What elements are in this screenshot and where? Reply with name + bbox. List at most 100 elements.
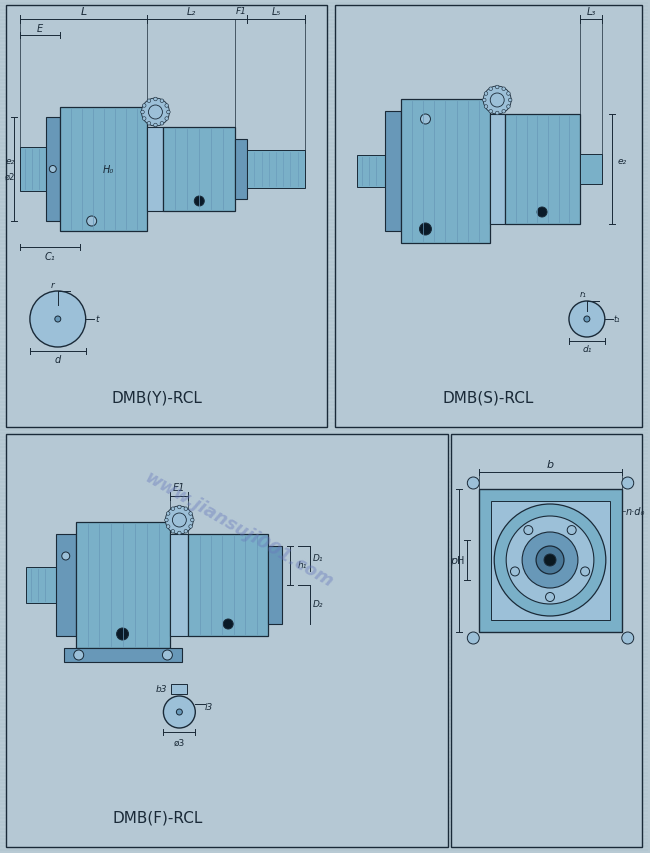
Bar	[580, 154, 602, 185]
Bar	[385, 112, 400, 232]
Circle shape	[153, 98, 157, 102]
Circle shape	[172, 514, 187, 527]
Text: t: t	[96, 315, 99, 324]
Circle shape	[537, 208, 547, 218]
Text: E: E	[37, 24, 43, 34]
Bar	[357, 156, 385, 188]
Circle shape	[163, 696, 195, 728]
Circle shape	[30, 292, 86, 347]
Circle shape	[502, 88, 506, 91]
Bar	[490, 115, 505, 224]
Text: F1: F1	[236, 8, 246, 16]
Circle shape	[164, 519, 168, 522]
Bar	[172, 684, 187, 694]
Circle shape	[166, 111, 170, 114]
Circle shape	[508, 99, 512, 102]
Circle shape	[467, 478, 479, 490]
Circle shape	[147, 122, 151, 126]
Circle shape	[165, 105, 168, 108]
Circle shape	[490, 94, 504, 107]
Circle shape	[140, 111, 144, 114]
Text: h₁: h₁	[297, 560, 307, 570]
Circle shape	[184, 508, 188, 511]
Circle shape	[166, 525, 170, 529]
Text: b: b	[547, 460, 554, 469]
Bar	[20, 148, 46, 192]
Circle shape	[502, 110, 506, 114]
Circle shape	[484, 106, 488, 109]
Circle shape	[536, 547, 564, 574]
Circle shape	[495, 86, 499, 90]
Text: l3: l3	[205, 703, 213, 711]
Text: ø2: ø2	[5, 172, 15, 182]
Circle shape	[489, 110, 493, 114]
Circle shape	[622, 478, 634, 490]
Circle shape	[584, 316, 590, 322]
Bar	[400, 100, 490, 244]
Bar	[335, 6, 642, 427]
Bar	[268, 547, 282, 624]
Bar	[46, 118, 60, 222]
Text: L₃: L₃	[586, 7, 595, 17]
Text: e₂: e₂	[618, 157, 627, 166]
Circle shape	[522, 532, 578, 589]
Bar	[451, 434, 642, 847]
Circle shape	[545, 593, 554, 602]
Circle shape	[86, 217, 97, 227]
Circle shape	[171, 530, 175, 533]
Circle shape	[188, 512, 192, 516]
Circle shape	[166, 512, 170, 516]
Circle shape	[116, 629, 129, 641]
Circle shape	[148, 106, 162, 120]
Circle shape	[419, 223, 432, 235]
Text: L: L	[81, 7, 87, 17]
Circle shape	[510, 567, 519, 577]
Circle shape	[142, 99, 170, 127]
Circle shape	[421, 115, 430, 125]
Bar	[148, 128, 163, 212]
Circle shape	[176, 516, 183, 525]
Bar	[170, 534, 188, 636]
Circle shape	[171, 508, 175, 511]
Circle shape	[188, 525, 192, 529]
Circle shape	[524, 526, 533, 535]
Text: r₁: r₁	[579, 290, 586, 299]
Text: E1: E1	[173, 483, 185, 492]
Circle shape	[484, 93, 488, 96]
Circle shape	[580, 567, 590, 577]
Circle shape	[165, 118, 168, 121]
Circle shape	[506, 93, 510, 96]
Circle shape	[177, 506, 181, 509]
Circle shape	[493, 97, 501, 105]
Circle shape	[153, 124, 157, 128]
Circle shape	[49, 166, 57, 173]
Bar	[64, 648, 183, 662]
Circle shape	[506, 516, 594, 604]
Bar	[505, 115, 580, 224]
Circle shape	[544, 554, 556, 566]
Circle shape	[73, 650, 84, 660]
Text: D₂: D₂	[313, 600, 323, 609]
Circle shape	[622, 632, 634, 644]
Text: DMB(Y)-RCL: DMB(Y)-RCL	[111, 390, 202, 405]
Circle shape	[147, 100, 151, 103]
Circle shape	[184, 530, 188, 533]
Circle shape	[567, 526, 576, 535]
Text: e₂: e₂	[5, 157, 14, 166]
Bar	[247, 151, 305, 189]
Circle shape	[467, 632, 479, 644]
Bar	[6, 434, 448, 847]
Bar	[76, 522, 170, 648]
Bar	[6, 6, 327, 427]
Text: L₅: L₅	[272, 7, 281, 17]
Text: www.jiansuji001.com: www.jiansuji001.com	[142, 468, 337, 591]
Circle shape	[177, 531, 181, 535]
Bar	[26, 567, 56, 603]
Circle shape	[165, 507, 193, 534]
Circle shape	[176, 709, 183, 715]
Text: L₂: L₂	[187, 7, 196, 17]
Text: C₁: C₁	[44, 252, 55, 262]
Bar	[235, 140, 247, 200]
Bar	[60, 107, 148, 232]
Circle shape	[506, 106, 510, 109]
